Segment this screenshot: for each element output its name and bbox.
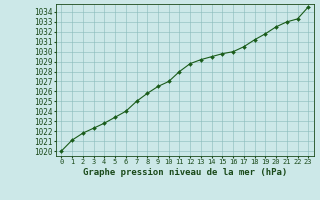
X-axis label: Graphe pression niveau de la mer (hPa): Graphe pression niveau de la mer (hPa) — [83, 168, 287, 177]
